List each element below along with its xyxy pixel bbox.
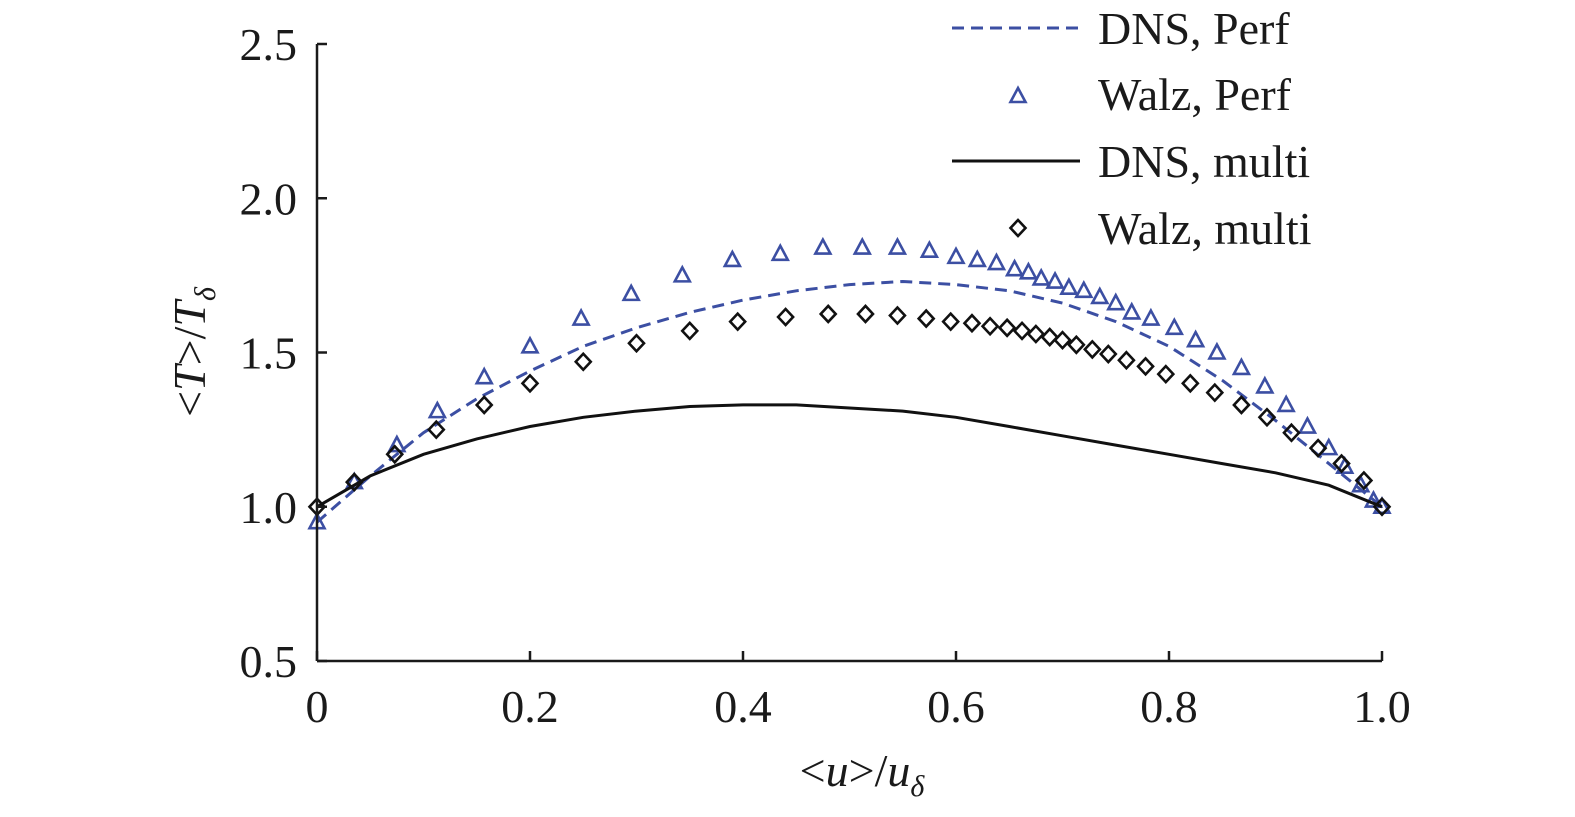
legend-dns-multi-label: DNS, multi xyxy=(1098,136,1310,187)
data-point-walz-multi xyxy=(680,321,700,341)
data-point-walz-multi xyxy=(1156,364,1176,384)
legend-walz-multi-label: Walz, multi xyxy=(1098,203,1311,254)
legend-dns-perf-label: DNS, Perf xyxy=(1098,3,1290,54)
data-point-walz-perf xyxy=(1207,341,1227,360)
data-point-walz-multi xyxy=(573,351,593,372)
data-point-walz-multi xyxy=(1232,395,1251,415)
data-point-walz-perf xyxy=(722,249,743,268)
data-point-walz-perf xyxy=(887,236,908,255)
data-point-walz-perf xyxy=(1106,292,1126,311)
series-line-dns-perf xyxy=(316,279,1383,524)
data-point-walz-multi xyxy=(1083,339,1102,360)
data-point-walz-perf xyxy=(1231,357,1252,376)
legend-walz-perf-label: Walz, Perf xyxy=(1098,69,1292,120)
x-tick-label: 1.0 xyxy=(1353,681,1411,732)
data-point-walz-multi xyxy=(385,444,405,465)
data-point-walz-perf xyxy=(1090,286,1110,305)
legend: DNS, Perf Walz, Perf DNS, multi Walz, mu… xyxy=(952,3,1311,254)
data-point-walz-perf xyxy=(967,249,987,268)
data-point-walz-multi xyxy=(1040,327,1060,347)
data-point-walz-multi xyxy=(1372,496,1392,517)
y-axis-label: <T>/Tδ xyxy=(164,286,222,417)
data-point-walz-multi xyxy=(344,472,364,492)
data-point-walz-perf xyxy=(1141,307,1161,326)
data-point-walz-multi xyxy=(1257,407,1277,428)
x-tick-label: 0.2 xyxy=(501,681,559,732)
data-point-walz-perf xyxy=(1255,375,1275,394)
data-point-walz-perf xyxy=(1185,329,1206,348)
y-tick-label: 1.0 xyxy=(240,482,298,533)
data-point-walz-multi xyxy=(962,313,982,334)
data-point-walz-multi xyxy=(916,308,936,329)
data-point-walz-multi xyxy=(856,304,875,324)
data-point-walz-multi xyxy=(426,419,446,440)
data-point-walz-multi xyxy=(1053,330,1072,351)
data-point-walz-perf xyxy=(852,236,872,255)
data-point-walz-perf xyxy=(387,434,407,453)
data-point-walz-multi xyxy=(1308,438,1328,459)
data-point-walz-multi xyxy=(1026,324,1046,344)
plot-marks xyxy=(307,236,1392,530)
data-point-walz-perf xyxy=(520,335,540,354)
y-tick-label: 0.5 xyxy=(240,636,298,687)
x-tick-label: 0.4 xyxy=(714,681,772,732)
data-point-walz-perf xyxy=(672,264,692,283)
series-line-dns-multi xyxy=(316,403,1383,509)
data-point-walz-perf xyxy=(946,246,966,265)
y-tick-label: 2.5 xyxy=(240,19,298,70)
legend-walz-perf-symbol xyxy=(1008,85,1028,104)
data-point-walz-perf xyxy=(813,236,833,255)
data-point-walz-multi xyxy=(888,305,907,326)
data-point-walz-perf xyxy=(427,400,448,419)
data-point-walz-perf xyxy=(571,307,591,326)
data-point-walz-multi xyxy=(980,316,1000,337)
data-point-walz-multi xyxy=(1067,334,1086,355)
data-point-walz-multi xyxy=(520,373,540,394)
data-point-walz-perf xyxy=(919,239,940,258)
y-tick-label: 1.5 xyxy=(240,328,298,379)
data-point-walz-multi xyxy=(1012,321,1032,341)
data-point-walz-perf xyxy=(1351,474,1371,493)
data-point-walz-multi xyxy=(776,307,795,327)
data-point-walz-perf xyxy=(1297,415,1318,434)
x-tick-label: 0 xyxy=(306,681,329,732)
data-point-walz-perf xyxy=(1031,267,1051,286)
data-point-walz-multi xyxy=(941,311,960,332)
legend-walz-multi-symbol xyxy=(1008,218,1028,238)
data-point-walz-multi xyxy=(1181,373,1200,394)
x-tick-label: 0.8 xyxy=(1140,681,1198,732)
data-point-walz-multi xyxy=(1136,356,1155,377)
data-point-walz-multi xyxy=(1117,350,1136,371)
data-point-walz-perf xyxy=(1074,280,1094,299)
data-point-walz-perf xyxy=(1045,270,1065,289)
data-point-walz-multi xyxy=(818,304,838,324)
axis-ticks: 0 0.2 0.4 0.6 0.8 1.0 0.5 1.0 1.5 2.0 2.5 xyxy=(240,19,1411,732)
x-tick-label: 0.6 xyxy=(927,681,985,732)
data-point-walz-multi xyxy=(1332,453,1351,474)
data-point-walz-multi xyxy=(1099,344,1118,364)
data-point-walz-perf xyxy=(344,471,364,490)
data-point-walz-multi xyxy=(997,317,1017,338)
data-point-walz-perf xyxy=(1004,258,1025,277)
data-point-walz-perf xyxy=(621,283,641,302)
data-point-walz-perf xyxy=(1276,394,1296,413)
data-point-walz-perf xyxy=(1059,276,1079,296)
data-point-walz-multi xyxy=(1205,382,1225,403)
data-point-walz-perf xyxy=(1018,261,1039,280)
data-point-walz-perf xyxy=(986,252,1007,271)
data-point-walz-perf xyxy=(1122,301,1142,320)
data-point-walz-perf xyxy=(770,243,790,262)
data-point-walz-multi xyxy=(474,395,494,415)
data-point-walz-multi xyxy=(627,333,646,354)
data-point-walz-multi xyxy=(1354,470,1374,491)
data-point-walz-multi xyxy=(728,311,747,332)
data-point-walz-multi xyxy=(1282,422,1301,443)
data-point-walz-perf xyxy=(1164,317,1184,336)
x-axis-label: <u>/uδ xyxy=(800,745,926,803)
data-point-walz-perf xyxy=(474,366,494,385)
y-tick-label: 2.0 xyxy=(240,173,298,224)
